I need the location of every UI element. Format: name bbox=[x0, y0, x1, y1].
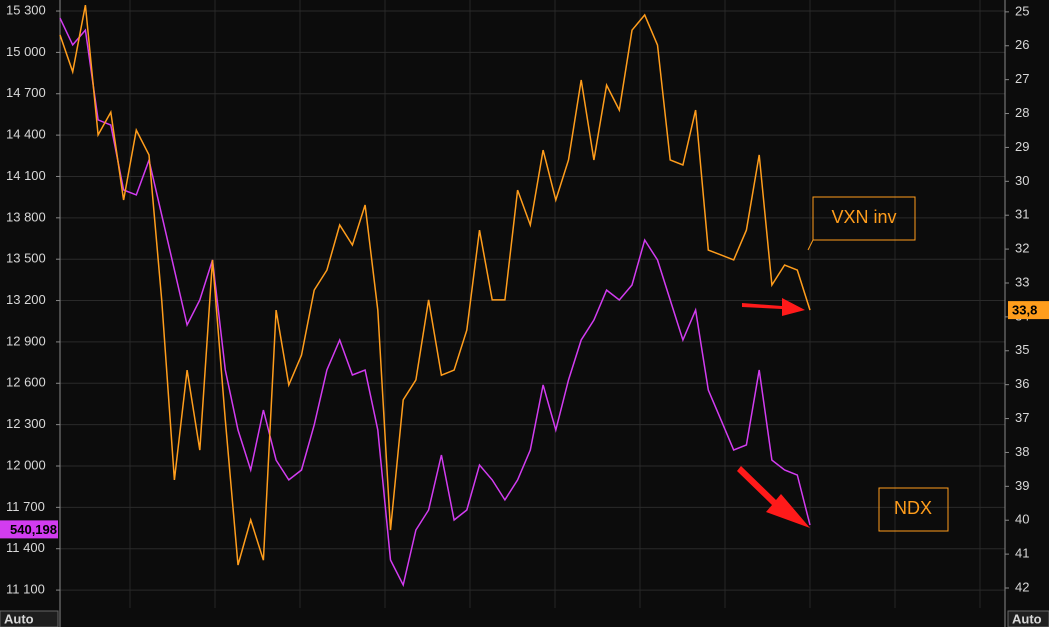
y2-tick-label: 29 bbox=[1015, 139, 1029, 154]
y2-tick-label: 38 bbox=[1015, 444, 1029, 459]
y2-tick-label: 35 bbox=[1015, 342, 1029, 357]
axis-tag-label: 540,198 bbox=[10, 522, 57, 537]
y-tick-label: 15 300 bbox=[6, 2, 46, 17]
annotation: NDX bbox=[894, 498, 932, 518]
axis-tag-label: 33,8 bbox=[1012, 303, 1037, 318]
y-tick-label: 11 700 bbox=[6, 499, 45, 514]
arrow bbox=[742, 298, 805, 316]
axis-tag bbox=[1008, 301, 1049, 320]
y-tick-label: 14 400 bbox=[6, 127, 46, 142]
axis-tag bbox=[0, 520, 58, 539]
y2-tick-label: 26 bbox=[1015, 37, 1029, 52]
y-tick-label: 12 600 bbox=[6, 375, 46, 390]
arrow bbox=[737, 466, 810, 528]
annotation-box bbox=[812, 196, 916, 241]
y2-tick-label: 25 bbox=[1015, 3, 1029, 18]
y2-tick-label: 40 bbox=[1015, 512, 1029, 527]
scale-button bbox=[0, 610, 59, 627]
y-tick-label: 12 000 bbox=[6, 457, 46, 472]
annotation-box bbox=[878, 487, 949, 532]
scale-label: Auto bbox=[4, 611, 34, 626]
y2-tick-label: 36 bbox=[1015, 376, 1029, 391]
scale-label: Auto bbox=[1012, 611, 1042, 626]
annotations: VXN inv NDX bbox=[737, 196, 949, 532]
y2-tick-label: 39 bbox=[1015, 478, 1029, 493]
series-line bbox=[59, 4, 811, 566]
series-line bbox=[59, 17, 811, 588]
y2-tick-label: 32 bbox=[1015, 241, 1029, 256]
y-tick-label: 13 200 bbox=[6, 292, 46, 307]
y-tick-label: 13 800 bbox=[6, 209, 46, 224]
y-tick-label: 13 500 bbox=[6, 251, 46, 266]
scale-button bbox=[1007, 610, 1049, 627]
y-tick-label: 15 000 bbox=[6, 44, 46, 59]
annotation: VXN inv bbox=[831, 207, 896, 227]
y-tick-label: 12 300 bbox=[6, 416, 46, 431]
y-tick-label: 11 400 bbox=[6, 540, 45, 555]
y2-tick-label: 41 bbox=[1015, 546, 1029, 561]
y2-tick-label: 31 bbox=[1015, 207, 1029, 222]
y2-tick-label: 27 bbox=[1015, 71, 1029, 86]
y-tick-label: 12 900 bbox=[6, 333, 46, 348]
y2-tick-label: 28 bbox=[1015, 105, 1029, 120]
y-tick-label: 11 100 bbox=[6, 582, 45, 597]
y2-tick-label: 37 bbox=[1015, 410, 1029, 425]
y2-tick-label: 42 bbox=[1015, 579, 1029, 594]
y-tick-label: 14 700 bbox=[6, 85, 46, 100]
y2-tick-label: 33 bbox=[1015, 274, 1029, 289]
annotation-connector bbox=[807, 239, 814, 251]
y2-tick-label: 30 bbox=[1015, 173, 1029, 188]
y-tick-label: 14 100 bbox=[6, 168, 46, 183]
